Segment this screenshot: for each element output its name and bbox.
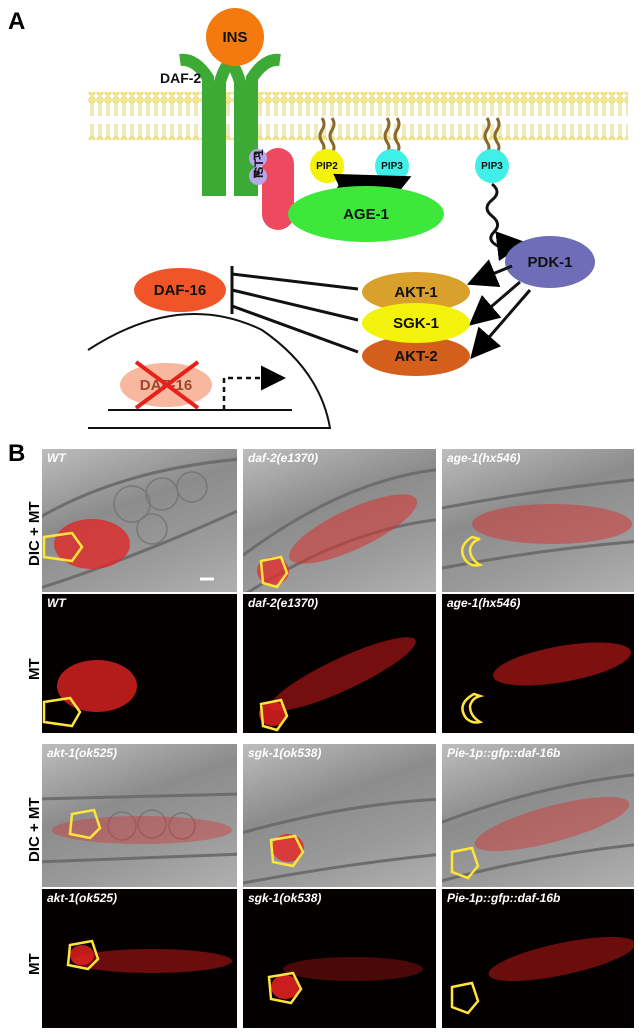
pathway-svg [87,8,628,429]
caption-r3-c2: sgk-1(ok538) [248,746,322,760]
micrograph-sgk1-mt: sgk-1(ok538) [243,889,436,1028]
row-label-3: DIC + MT [26,797,43,862]
micrograph-age1-dic: age-1(hx546) [442,449,634,592]
row-label-2: MT [26,658,43,680]
pip2-label: PIP2 [316,160,338,172]
pip-tails [318,117,501,154]
daf2-label: DAF-2 [160,70,202,86]
ins-label: INS [222,28,248,46]
caption-r2-c3: age-1(hx546) [447,596,521,610]
caption-r4-c3: Pie-1p::gfp::daf-16b [447,891,561,905]
phospho-1-label: P [253,151,261,163]
caption-r3-c1: akt-1(ok525) [47,746,118,760]
micrograph-age1-mt: age-1(hx546) [442,594,634,733]
caption-r4-c1: akt-1(ok525) [47,891,118,905]
transcription-arrow [222,365,286,410]
phospho-1 [249,149,267,167]
daf16-label: DAF-16 [153,281,207,299]
ist1-label: IST-1 [252,149,266,178]
akt2-label: AKT-2 [394,347,438,365]
ins-node [206,8,264,66]
phospho-2-label: P [253,169,261,181]
pdk1-label: PDK-1 [527,253,573,271]
age1-node [288,186,444,242]
age1-label: AGE-1 [343,205,389,223]
caption-r1-c2: daf-2(e1370) [248,451,319,465]
daf16-node [134,268,226,312]
row-label-4: MT [26,953,43,975]
caption-r2-c1: WT [47,596,66,610]
micrograph-sgk1-dic: sgk-1(ok538) [243,744,436,887]
akt1-label: AKT-1 [394,283,438,301]
pip3-label-b: PIP3 [481,160,503,172]
pathway-diagram: INS DAF-2 P P IST-1 PIP2 PIP3 PIP3 AGE-1… [0,0,639,440]
micrograph-wt-dic: WT [42,449,237,592]
akt2-node [362,336,470,376]
pip3-to-pdk1-arrow [485,182,527,262]
cell-membrane [88,92,628,140]
akt1-node [362,272,470,312]
panel-a-label: A [8,8,26,35]
panel-b-label: B [8,440,26,467]
micrograph-daf2-mt: daf-2(e1370) [243,594,436,733]
inhibition-lines [230,266,359,354]
micrograph-daf2-dic: daf-2(e1370) [243,449,436,592]
pip3-label-a: PIP3 [381,160,403,172]
micrograph-gfp-dic: Pie-1p::gfp::daf-16b [442,744,634,887]
row-label-1: DIC + MT [26,501,43,566]
nucleus-outline [87,313,332,429]
micrograph-akt1-dic: akt-1(ok525) [42,744,237,887]
ist1-node [262,148,294,230]
micrograph-gfp-mt: Pie-1p::gfp::daf-16b [442,889,634,1028]
sgk1-label: SGK-1 [393,314,439,332]
caption-r4-c2: sgk-1(ok538) [248,891,322,905]
phospho-2 [249,167,267,185]
caption-r1-c1: WT [47,451,66,465]
caption-r3-c3: Pie-1p::gfp::daf-16b [447,746,561,760]
caption-r1-c3: age-1(hx546) [447,451,521,465]
sgk1-node [362,303,470,343]
cross-icon [134,360,200,410]
micrograph-wt-mt: WT [42,594,237,733]
pdk1-arrows [466,259,532,360]
micrograph-akt1-mt: akt-1(ok525) [42,889,237,1028]
pdk1-node [505,236,595,288]
pip3-node-b [475,149,509,183]
caption-r2-c2: daf-2(e1370) [248,596,319,610]
